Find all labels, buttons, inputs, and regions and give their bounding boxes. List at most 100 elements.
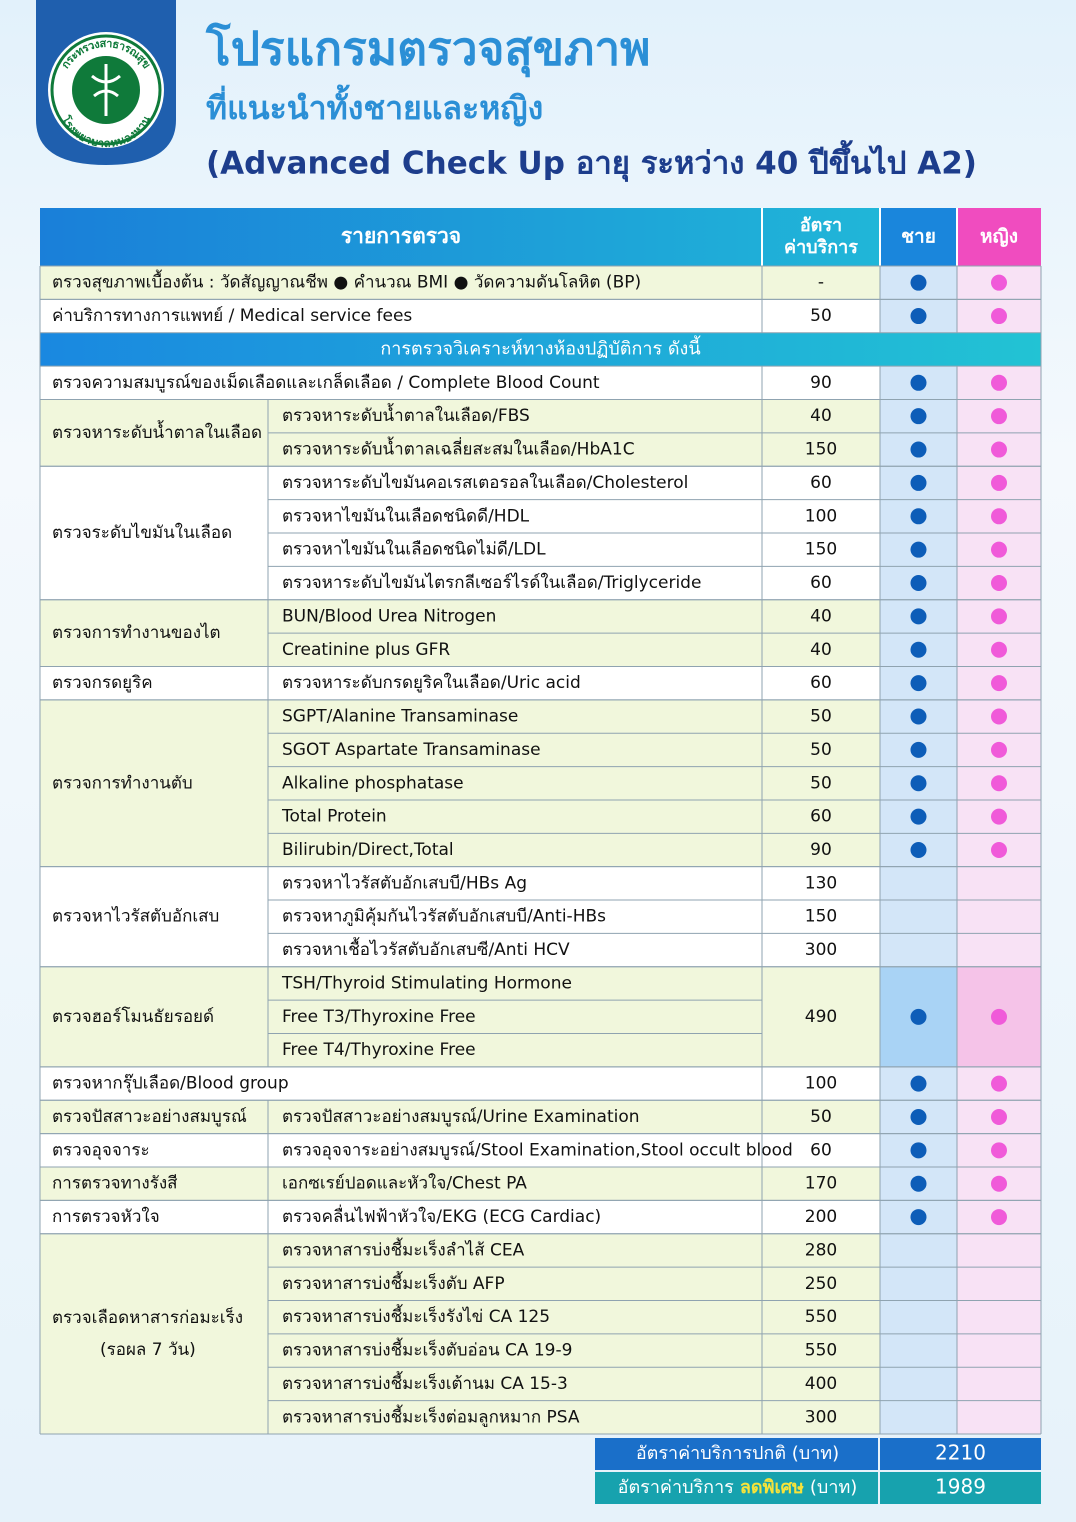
item-price: 100: [805, 506, 837, 526]
group-name: การตรวจทางรังสี: [52, 1174, 178, 1194]
item-name: Creatinine plus GFR: [282, 640, 450, 660]
group-bg: [40, 699, 880, 867]
female-dot: [991, 808, 1007, 825]
male-dot: [910, 1008, 927, 1025]
male-cell: [880, 900, 957, 934]
column-header: อัตรา: [800, 215, 842, 236]
total-label-part: อัตราค่าบริการปกติ (บาท): [636, 1443, 839, 1464]
group-bg: [40, 666, 880, 700]
item-name: ตรวจหาภูมิคุ้มกันไวรัสตับอักเสบบี/Anti-H…: [282, 906, 606, 927]
group-bg: [40, 1167, 880, 1201]
female-dot: [991, 675, 1007, 692]
item-price: 50: [810, 773, 832, 793]
female-cell: [957, 1233, 1041, 1268]
item-name: ตรวจหาระดับกรดยูริคในเลือด/Uric acid: [282, 672, 581, 693]
total-label-cell: [595, 1472, 878, 1504]
program-name: (Advanced Check Up อายุ ระหว่าง 40 ปีขึ้…: [206, 140, 977, 183]
item-name: ตรวจความสมบูรณ์ของเม็ดเลือดและเกล็ดเลือด…: [52, 371, 600, 393]
male-cell: [880, 1267, 957, 1301]
female-dot: [991, 508, 1007, 525]
group-name: ตรวจฮอร์โมนธัยรอยด์: [52, 1006, 214, 1027]
total-label-part: (บาท): [810, 1477, 857, 1498]
group-name: ตรวจปัสสาวะอย่างสมบูรณ์: [52, 1107, 247, 1127]
item-name: ตรวจหาไขมันในเลือดชนิดไม่ดี/LDL: [282, 539, 546, 560]
male-dot: [910, 508, 927, 525]
price-table: รายการตรวจ อัตราค่าบริการ ชาย หญิงตรวจสุขภา…: [39, 208, 1042, 1504]
item-price: 250: [805, 1274, 837, 1294]
total-value-cell: [880, 1472, 1041, 1504]
group-name: (รอผล 7 วัน): [100, 1340, 196, 1360]
male-dot: [910, 374, 927, 391]
male-dot: [910, 775, 927, 792]
male-cell: [880, 1367, 957, 1401]
item-name: ตรวจสุขภาพเบื้องต้น : วัดสัญญาณชีพ ● คำน…: [52, 270, 641, 293]
female-dot: [991, 474, 1007, 491]
item-price: 90: [810, 373, 832, 393]
female-cell: [957, 1300, 1041, 1334]
logo-ring: [50, 34, 162, 146]
female-cell: [957, 1333, 1041, 1368]
item-price: 490: [805, 1007, 837, 1027]
male-dot: [910, 1142, 927, 1159]
female-dot: [991, 1175, 1007, 1192]
row-bg: [40, 366, 762, 400]
item-name: ตรวจหาสารบ่งชี้มะเร็งต่อมลูกหมาก PSA: [282, 1404, 580, 1427]
item-price: 90: [810, 840, 832, 860]
male-dot: [910, 308, 927, 325]
female-dot: [991, 708, 1007, 725]
row-bg: [40, 299, 762, 333]
item-name: Free T4/Thyroxine Free: [282, 1040, 476, 1060]
item-name: SGOT Aspartate Transaminase: [282, 740, 541, 760]
item-name: SGPT/Alanine Transaminase: [282, 707, 518, 727]
item-name: ตรวจปัสสาวะอย่างสมบูรณ์/Urine Examinatio…: [282, 1107, 640, 1127]
female-dot: [991, 608, 1007, 625]
male-cell: [880, 933, 957, 967]
total-value: 2210: [935, 1441, 986, 1465]
female-dot: [991, 775, 1007, 792]
male-cell: [880, 1400, 957, 1434]
item-price: 170: [805, 1174, 837, 1194]
item-name: ตรวจหาระดับไขมันไตรกลีเซอร์ไรด์ในเลือด/T…: [282, 572, 701, 593]
item-price: 50: [810, 740, 832, 760]
male-dot: [910, 708, 927, 725]
item-name: Total Protein: [281, 807, 387, 827]
column-header: ค่าบริการ: [784, 237, 858, 258]
total-label-part: ลดพิเศษ: [740, 1477, 804, 1498]
total-value: 1989: [935, 1475, 986, 1499]
male-dot: [910, 608, 927, 625]
item-price: 200: [805, 1207, 837, 1227]
price-cell: [762, 1066, 880, 1101]
item-name: Alkaline phosphatase: [282, 773, 464, 793]
price-cell: [762, 266, 880, 300]
group-name: ตรวจการทำงานตับ: [52, 773, 193, 793]
total-value-cell: [880, 1438, 1041, 1470]
male-dot: [910, 741, 927, 758]
group-bg: [40, 866, 880, 967]
male-dot: [910, 808, 927, 825]
item-price: 150: [805, 440, 837, 460]
item-price: 60: [810, 473, 832, 493]
item-price: 60: [810, 673, 832, 693]
total-label-part: อัตราค่าบริการ: [618, 1477, 735, 1498]
item-price: 550: [805, 1307, 837, 1327]
female-cell: [957, 1367, 1041, 1401]
item-price: 550: [805, 1341, 837, 1361]
item-price: 300: [805, 940, 837, 960]
male-dot: [910, 474, 927, 491]
item-price: 40: [810, 640, 832, 660]
item-name: Bilirubin/Direct,Total: [282, 840, 454, 860]
male-dot: [910, 842, 927, 858]
item-name: ตรวจหากรุ๊ปเลือด/Blood group: [52, 1074, 289, 1094]
item-name: ตรวจหาไขมันในเลือดชนิดดี/HDL: [282, 505, 530, 526]
item-name: ตรวจอุจจาระอย่างสมบูรณ์/Stool Examinatio…: [282, 1140, 793, 1160]
item-name: ตรวจหาระดับไขมันคอเรสเตอรอลในเลือด/Chole…: [282, 472, 688, 493]
male-dot: [910, 1075, 927, 1092]
female-header-cell: [957, 208, 1041, 266]
male-dot: [910, 641, 927, 658]
female-dot: [991, 308, 1007, 325]
item-name: ตรวจหาระดับน้ำตาลในเลือด/FBS: [282, 403, 530, 426]
female-dot: [991, 842, 1007, 858]
header-cell: [40, 208, 880, 266]
column-header: รายการตรวจ: [341, 224, 461, 248]
column-header: หญิง: [980, 226, 1018, 248]
